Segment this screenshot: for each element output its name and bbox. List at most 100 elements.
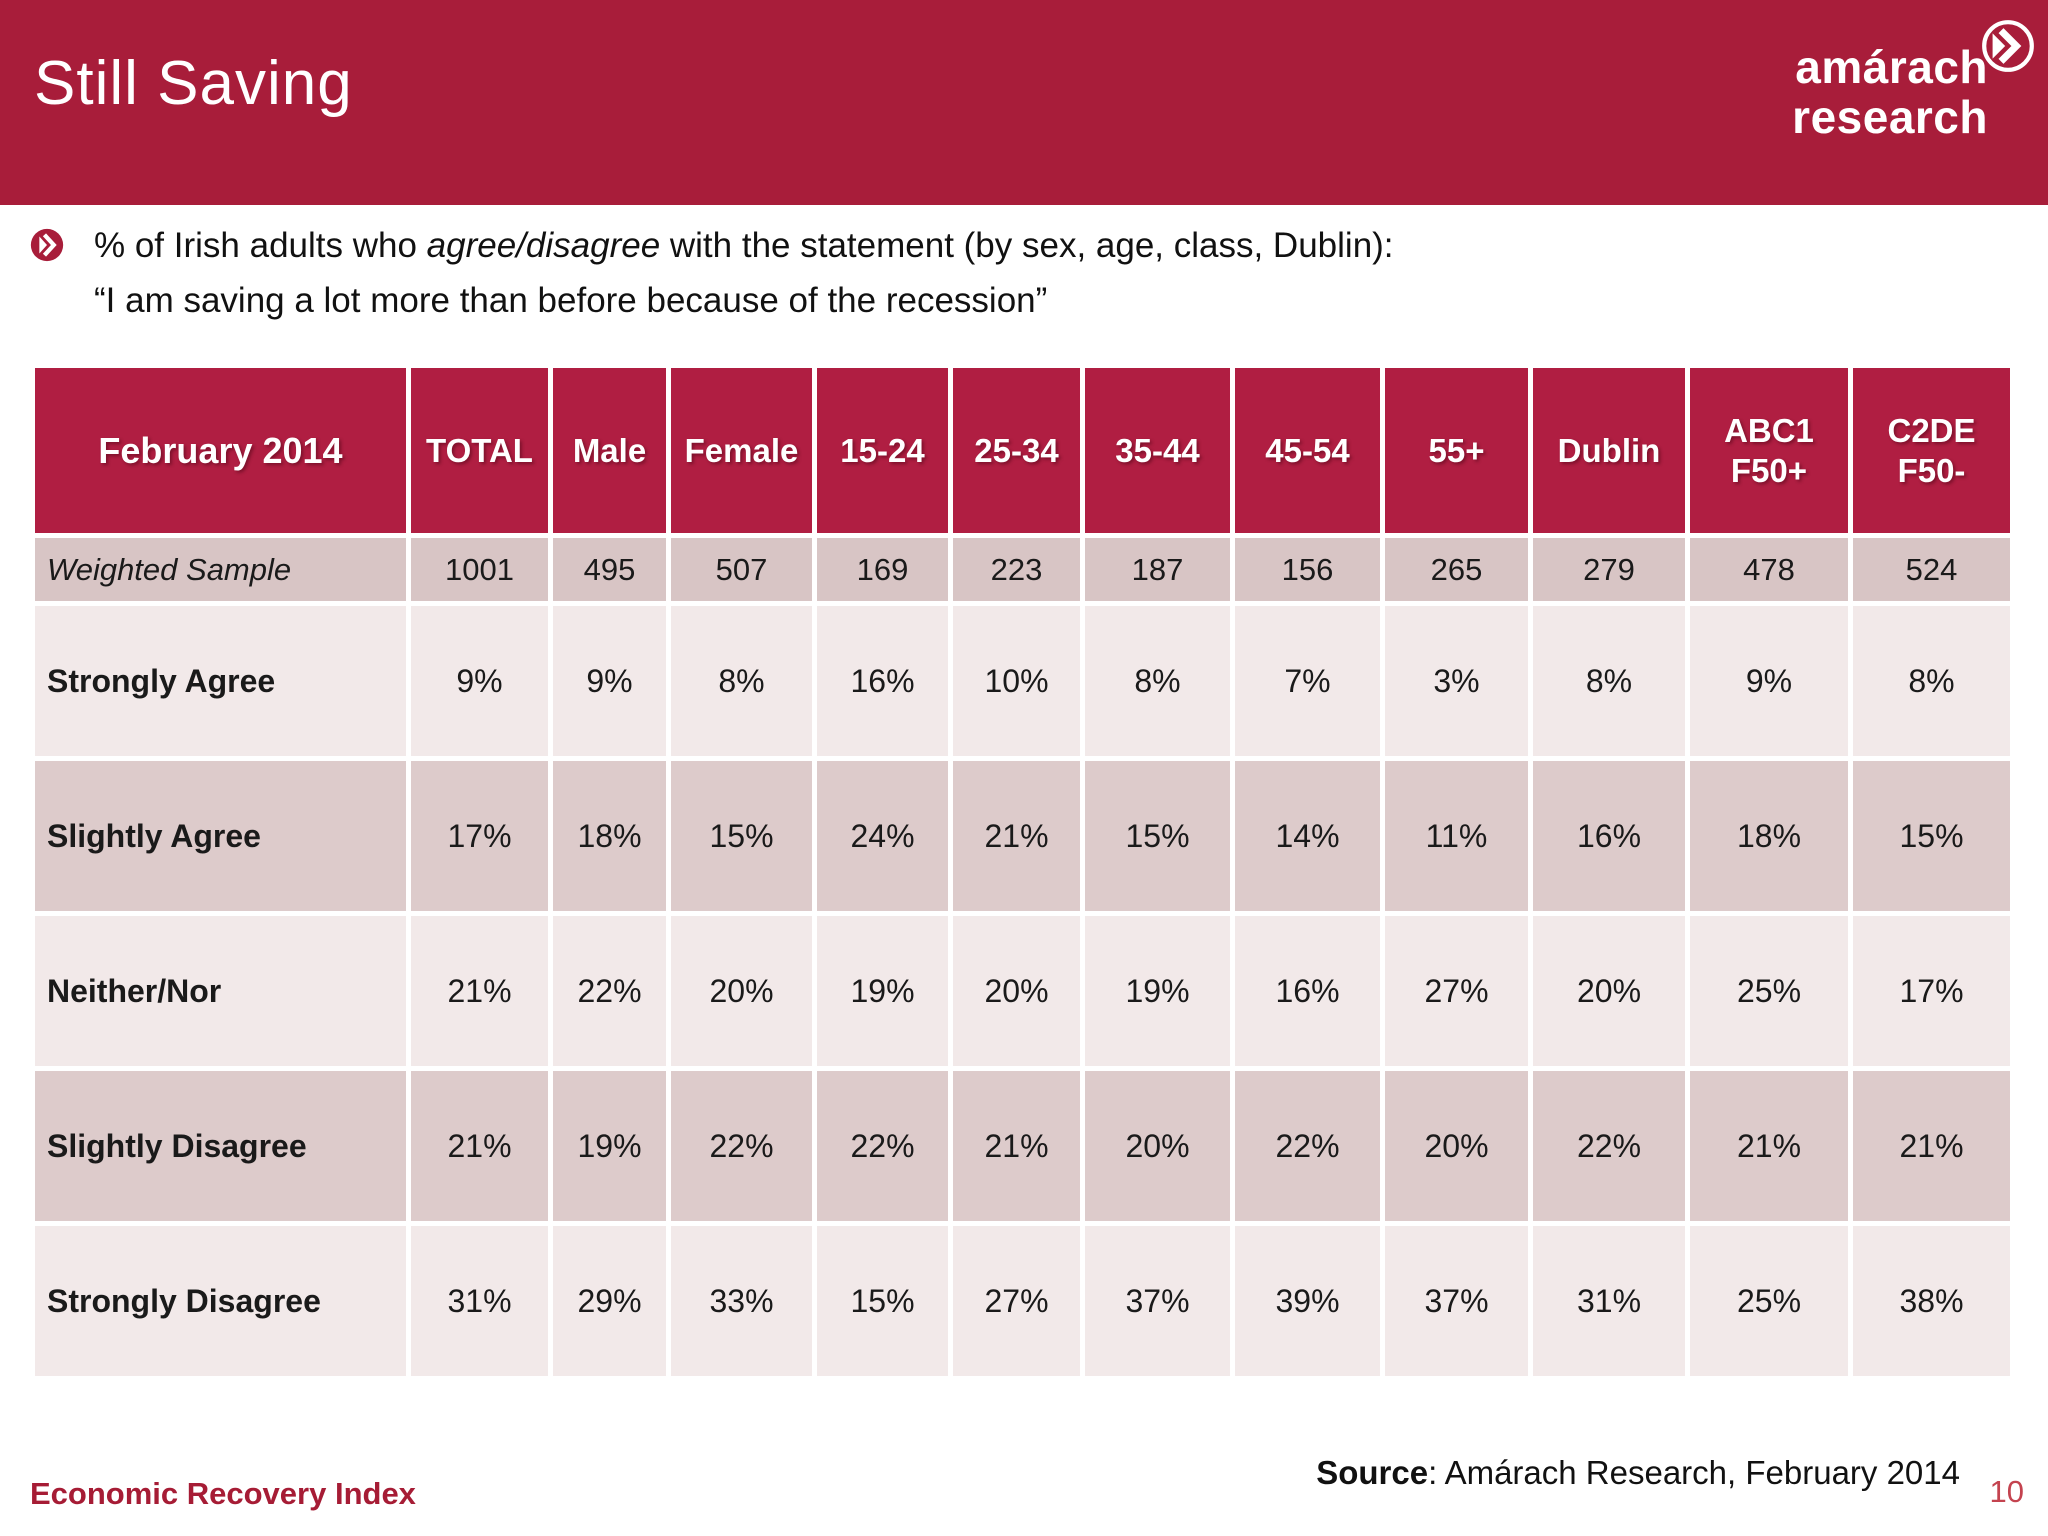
table-cell: 21%	[948, 1066, 1085, 1226]
table-cell: 8%	[1528, 601, 1690, 761]
amarach-logo: amárach research	[1792, 42, 1988, 142]
table-cell: 524	[1848, 533, 2015, 606]
table-row: Weighted Sample 1001 495 507 169 223 187 156 265…	[30, 533, 2015, 606]
table-cell: 507	[666, 533, 817, 606]
footer-series-title: Economic Recovery Index	[30, 1476, 416, 1511]
table-cell: 17%	[1848, 911, 2015, 1071]
table-cell: 37%	[1080, 1221, 1235, 1381]
table-cell: 9%	[548, 601, 671, 761]
page-title: Still Saving	[34, 49, 353, 118]
table-cell: 3%	[1380, 601, 1533, 761]
table-cell: 8%	[1848, 601, 2015, 761]
table-cell: 22%	[812, 1066, 953, 1226]
table-column-header: 55+	[1380, 363, 1533, 538]
table-column-header: 15-24	[812, 363, 953, 538]
table-cell: 18%	[1685, 756, 1853, 916]
table-cell: 20%	[666, 911, 817, 1071]
table-cell: 16%	[1230, 911, 1385, 1071]
table-row: Strongly Disagree 31% 29% 33% 15% 27% 37% 39% 37…	[30, 1221, 2015, 1381]
table-cell: 29%	[548, 1221, 671, 1381]
table-cell: 7%	[1230, 601, 1385, 761]
table-cell: 1001	[406, 533, 553, 606]
table-cell: 9%	[406, 601, 553, 761]
table-cell: 20%	[948, 911, 1085, 1071]
results-table: February 2014 TOTAL Male Female 15-24 25-34 35…	[30, 363, 2015, 1381]
table-cell: 187	[1080, 533, 1235, 606]
table-cell: 33%	[666, 1221, 817, 1381]
table-cell: 10%	[948, 601, 1085, 761]
table-cell: 22%	[666, 1066, 817, 1226]
table-cell: 19%	[812, 911, 953, 1071]
logo-line-1: amárach	[1795, 41, 1988, 93]
table-column-header: 45-54	[1230, 363, 1385, 538]
chevron-circle-bullet-icon	[30, 228, 64, 262]
table-cell: 223	[948, 533, 1085, 606]
table-cell: 15%	[1080, 756, 1235, 916]
table-cell: 8%	[1080, 601, 1235, 761]
table-column-header: 25-34	[948, 363, 1085, 538]
table-cell: 16%	[812, 601, 953, 761]
table-cell: 31%	[406, 1221, 553, 1381]
table-cell: 15%	[1848, 756, 2015, 916]
table-cell: 21%	[1685, 1066, 1853, 1226]
table-column-header: Male	[548, 363, 671, 538]
table-cell: 37%	[1380, 1221, 1533, 1381]
table-row: Strongly Agree 9% 9% 8% 16% 10% 8% 7% 3% 8% 9% 8%	[30, 601, 2015, 761]
table-header-row: February 2014 TOTAL Male Female 15-24 25-34 35…	[30, 363, 2015, 538]
table-cell: 15%	[812, 1221, 953, 1381]
header-band: Still Saving amárach research	[0, 0, 2048, 205]
table-cell: 22%	[1230, 1066, 1385, 1226]
table-cell: 39%	[1230, 1221, 1385, 1381]
table-column-header: C2DE F50-	[1848, 363, 2015, 538]
table-cell: 24%	[812, 756, 953, 916]
table-column-header: TOTAL	[406, 363, 553, 538]
table-title-cell: February 2014	[30, 363, 411, 538]
table-cell: 25%	[1685, 1221, 1853, 1381]
table-cell: 279	[1528, 533, 1690, 606]
table-cell: 19%	[1080, 911, 1235, 1071]
page-number: 10	[1989, 1474, 2024, 1509]
table-row-label: Strongly Disagree	[30, 1221, 411, 1381]
table-column-header: Dublin	[1528, 363, 1690, 538]
table-cell: 20%	[1080, 1066, 1235, 1226]
table-cell: 16%	[1528, 756, 1690, 916]
table-cell: 15%	[666, 756, 817, 916]
table-row-label: Weighted Sample	[30, 533, 411, 606]
logo-line-2: research	[1792, 91, 1988, 143]
table-cell: 19%	[548, 1066, 671, 1226]
source-label: Source	[1316, 1454, 1429, 1491]
table-cell: 21%	[406, 1066, 553, 1226]
intro-line-1: % of Irish adults who agree/disagree wit…	[94, 218, 1990, 273]
results-table-body: Weighted Sample 1001 495 507 169 223 187 156 265…	[30, 533, 2015, 1381]
results-table-head: February 2014 TOTAL Male Female 15-24 25-34 35…	[30, 363, 2015, 538]
table-cell: 14%	[1230, 756, 1385, 916]
table-cell: 8%	[666, 601, 817, 761]
table-row-label: Strongly Agree	[30, 601, 411, 761]
intro-block: % of Irish adults who agree/disagree wit…	[30, 218, 1990, 328]
table-cell: 156	[1230, 533, 1385, 606]
intro-text: % of Irish adults who agree/disagree wit…	[94, 218, 1990, 328]
table-cell: 11%	[1380, 756, 1533, 916]
intro-line1-post: with the statement (by sex, age, class, …	[660, 226, 1394, 265]
table-cell: 21%	[948, 756, 1085, 916]
table-cell: 478	[1685, 533, 1853, 606]
table-cell: 22%	[1528, 1066, 1690, 1226]
source-line: Source: Amárach Research, February 2014	[1316, 1454, 1960, 1492]
table-cell: 27%	[1380, 911, 1533, 1071]
table-row-label: Slightly Agree	[30, 756, 411, 916]
table-cell: 22%	[548, 911, 671, 1071]
table-cell: 17%	[406, 756, 553, 916]
table-cell: 9%	[1685, 601, 1853, 761]
table-cell: 495	[548, 533, 671, 606]
table-row-label: Neither/Nor	[30, 911, 411, 1071]
table-cell: 18%	[548, 756, 671, 916]
table-cell: 20%	[1528, 911, 1690, 1071]
table-cell: 169	[812, 533, 953, 606]
table-row: Slightly Agree 17% 18% 15% 24% 21% 15% 14% 11% 16…	[30, 756, 2015, 916]
table-column-header: ABC1 F50+	[1685, 363, 1853, 538]
amarach-chevron-icon	[1982, 20, 2034, 72]
table-cell: 20%	[1380, 1066, 1533, 1226]
table-row: Slightly Disagree 21% 19% 22% 22% 21% 20% 22% 20…	[30, 1066, 2015, 1226]
intro-line1-italic: agree/disagree	[426, 226, 661, 265]
